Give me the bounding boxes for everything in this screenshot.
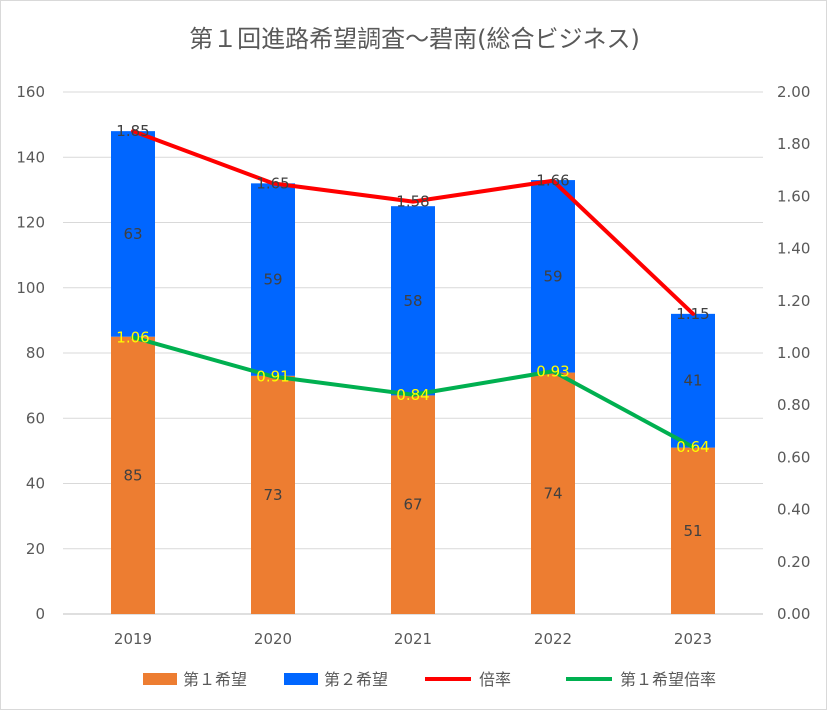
right-tick-label: 0.20: [777, 553, 810, 571]
bar-segment-1: [391, 395, 435, 614]
line-point: [272, 375, 274, 377]
right-tick-label: 2.00: [777, 83, 810, 101]
left-tick-label: 20: [26, 540, 45, 558]
legend-label: 第１希望倍率: [620, 670, 716, 689]
bar-value-label: 58: [403, 292, 422, 310]
bar-segment-2: [671, 313, 715, 448]
line-value-label: 1.65: [256, 174, 289, 192]
x-tick-label: 2021: [394, 630, 432, 648]
right-tick-label: 0.00: [777, 605, 810, 623]
line-point: [412, 201, 414, 203]
left-tick-label: 80: [26, 344, 45, 362]
line-point: [132, 130, 134, 132]
bar-value-label: 41: [683, 372, 702, 390]
bar-segment-1: [251, 375, 295, 614]
left-tick-label: 100: [16, 279, 45, 297]
bar-segment-2: [111, 131, 155, 337]
chart-title: 第１回進路希望調査～碧南(総合ビジネス): [189, 25, 640, 53]
x-tick-label: 2019: [114, 630, 152, 648]
left-tick-label: 40: [26, 475, 45, 493]
right-tick-label: 1.80: [777, 135, 810, 153]
bars: [111, 131, 715, 614]
line-value-label: 0.84: [396, 386, 429, 404]
line-point: [552, 180, 554, 182]
bar-value-label: 63: [123, 225, 142, 243]
line-value-label: 0.91: [256, 367, 289, 385]
line-value-label: 1.85: [116, 122, 149, 140]
line-point: [272, 182, 274, 184]
bar-segment-2: [251, 183, 295, 376]
line-point: [132, 336, 134, 338]
line-value-label: 0.64: [676, 438, 709, 456]
left-tick-label: 0: [35, 605, 45, 623]
line-value-label: 1.06: [116, 328, 149, 346]
line-value-label: 0.93: [536, 362, 569, 380]
left-axis: 0 20 40 60 80 100 120 140 160: [16, 83, 45, 623]
legend-item-4[interactable]: 第１希望倍率: [566, 670, 716, 689]
right-tick-label: 0.40: [777, 501, 810, 519]
right-tick-label: 1.40: [777, 240, 810, 258]
x-axis: 2019 2020 2021 2022 2023: [114, 630, 712, 648]
line-value-label: 1.15: [676, 305, 709, 323]
left-tick-label: 160: [16, 83, 45, 101]
right-tick-label: 0.60: [777, 448, 810, 466]
bar-segment-2: [531, 180, 575, 373]
line-point: [412, 394, 414, 396]
legend-swatch: [143, 673, 177, 685]
bar-value-label: 74: [543, 484, 562, 502]
legend-item-1[interactable]: 第１希望: [143, 670, 247, 689]
x-tick-label: 2022: [534, 630, 572, 648]
data-labels: 85 63 73 59 67 58 74 59 51 41 1.85 1.65 1.58 1.66 1.15…: [116, 122, 709, 540]
lines: [131, 129, 695, 449]
legend-label: 倍率: [479, 670, 511, 689]
right-axis: 0.00 0.20 0.40 0.60 0.80 1.00 1.20 1.40 1.60 1.80…: [777, 83, 810, 623]
left-tick-label: 140: [16, 148, 45, 166]
right-tick-label: 0.80: [777, 396, 810, 414]
line-point: [552, 370, 554, 372]
left-tick-label: 120: [16, 214, 45, 232]
legend-label: 第２希望: [324, 670, 388, 689]
line-point: [692, 313, 694, 315]
bar-value-label: 51: [683, 522, 702, 540]
line-point: [692, 446, 694, 448]
x-tick-label: 2020: [254, 630, 292, 648]
bar-segment-1: [671, 447, 715, 614]
right-tick-label: 1.00: [777, 344, 810, 362]
bar-segment-1: [531, 372, 575, 614]
left-tick-label: 60: [26, 409, 45, 427]
right-tick-label: 1.60: [777, 187, 810, 205]
legend-swatch: [284, 673, 318, 685]
legend-label: 第１希望: [183, 670, 247, 689]
legend-item-2[interactable]: 第２希望: [284, 670, 388, 689]
bar-value-label: 67: [403, 496, 422, 514]
legend[interactable]: 第１希望 第２希望 倍率 第１希望倍率: [143, 670, 716, 689]
legend-item-3[interactable]: 倍率: [425, 670, 511, 689]
bar-value-label: 85: [123, 466, 142, 484]
x-tick-label: 2023: [674, 630, 712, 648]
bar-value-label: 59: [263, 271, 282, 289]
bar-segment-2: [391, 206, 435, 396]
bar-value-label: 73: [263, 486, 282, 504]
bar-segment-1: [111, 336, 155, 614]
bar-value-label: 59: [543, 267, 562, 285]
right-tick-label: 1.20: [777, 292, 810, 310]
line-value-label: 1.66: [536, 172, 569, 190]
line-value-label: 1.58: [396, 193, 429, 211]
